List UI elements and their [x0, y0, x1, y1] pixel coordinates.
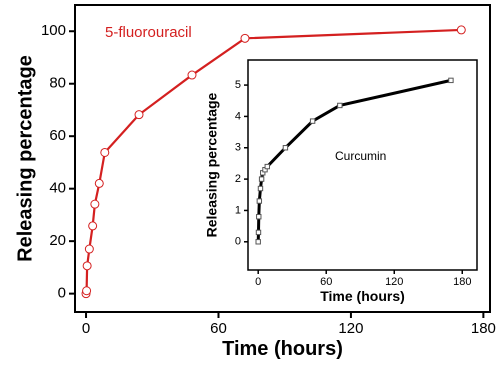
y-tick-label: 4	[235, 110, 241, 122]
data-point	[94, 178, 104, 188]
data-point	[84, 244, 94, 254]
data-point	[448, 77, 454, 84]
data-point	[282, 145, 289, 151]
y-tick-label: 60	[49, 127, 66, 144]
data-point	[134, 110, 144, 120]
data-point	[256, 214, 262, 220]
data-point	[90, 199, 100, 209]
y-tick-label: 0	[235, 236, 241, 248]
x-tick-label: 60	[210, 320, 227, 337]
y-tick-label: 3	[235, 142, 241, 154]
y-tick-label: 2	[235, 173, 241, 185]
y-axis-label: Releasing percentage	[204, 92, 220, 237]
y-tick-label: 80	[49, 75, 66, 92]
y-tick-label: 100	[41, 22, 66, 39]
x-tick-label: 60	[320, 276, 332, 288]
data-point	[255, 229, 262, 236]
x-tick-label: 0	[255, 276, 261, 288]
x-axis-label: Time (hours)	[222, 338, 343, 360]
x-tick-label: 0	[82, 320, 90, 337]
data-point	[255, 239, 261, 245]
y-tick-label: 40	[49, 180, 66, 197]
data-point	[309, 118, 316, 124]
data-point	[187, 70, 197, 80]
annotation: 5-fluorouracil	[105, 24, 192, 41]
data-point	[82, 286, 92, 296]
data-point	[257, 185, 264, 192]
data-point	[240, 33, 250, 43]
plot-frame	[247, 59, 478, 271]
y-tick-label: 5	[235, 79, 241, 91]
data-point	[258, 176, 265, 182]
y-tick-label: 20	[49, 232, 66, 249]
x-tick-label: 180	[453, 276, 471, 288]
x-tick-label: 120	[338, 320, 363, 337]
data-point	[456, 25, 466, 35]
x-axis-label: Time (hours)	[320, 288, 405, 304]
y-tick-label: 0	[58, 285, 66, 302]
x-tick-label: 180	[471, 320, 496, 337]
annotation: Curcumin	[335, 149, 386, 163]
data-point	[337, 102, 343, 109]
data-point	[82, 261, 92, 271]
y-tick-label: 1	[235, 204, 241, 216]
data-point	[88, 221, 98, 231]
data-point	[264, 163, 270, 170]
data-point	[100, 147, 110, 157]
x-tick-label: 120	[385, 276, 403, 288]
data-point	[256, 198, 263, 204]
y-axis-label: Releasing percentage	[14, 55, 36, 262]
